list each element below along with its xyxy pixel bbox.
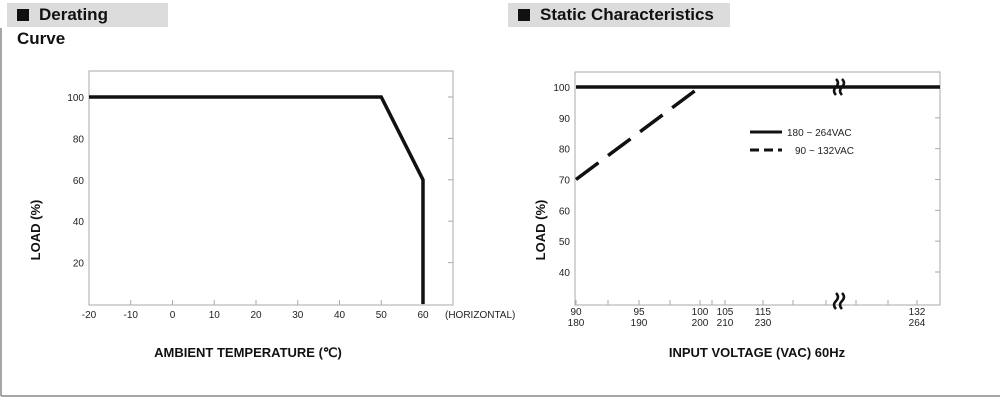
- y-tick-label: 20: [73, 259, 85, 270]
- x-tick-label-bottom: 230: [755, 318, 772, 329]
- axis-break-icon: [832, 292, 846, 310]
- x-tick-label-top: 95: [633, 307, 645, 318]
- x-tick-label: 0: [170, 310, 176, 321]
- derating-line: [89, 95, 425, 304]
- y-tick-label: 60: [559, 206, 571, 217]
- y-tick-label: 60: [73, 176, 85, 187]
- y-tick-label: 40: [73, 217, 85, 228]
- x-tick-label: 60: [417, 310, 429, 321]
- square-bullet-icon: [518, 9, 530, 21]
- x-tick-label-bottom: 190: [631, 318, 648, 329]
- x-tick-label: 20: [250, 310, 262, 321]
- plot-area: [574, 71, 941, 306]
- x-tick-label-top: 100: [692, 307, 709, 318]
- x-tick-label-top: 90: [570, 307, 582, 318]
- x-tick-label-top: 132: [909, 307, 926, 318]
- axis-break-icon: [832, 78, 846, 96]
- y-tick-label: 70: [559, 176, 571, 187]
- derating-curve-header: Derating Curve: [7, 3, 168, 48]
- y-tick-label: 80: [73, 134, 85, 145]
- x-tick-label: -10: [124, 310, 139, 321]
- y-tick-label: 90: [559, 114, 571, 125]
- x-tick-label: 30: [292, 310, 304, 321]
- static-chart: 9018095190100200105210115230132264405060…: [533, 71, 941, 360]
- x-tick-label-bottom: 180: [568, 318, 585, 329]
- x-tick-label: 40: [334, 310, 346, 321]
- x-axis-suffix: (HORIZONTAL): [445, 310, 515, 321]
- x-tick-label: -20: [82, 310, 97, 321]
- x-tick-label-top: 105: [717, 307, 734, 318]
- y-tick-label: 100: [67, 93, 84, 104]
- x-tick-label-top: 115: [755, 307, 771, 318]
- header-title: Derating Curve: [17, 5, 108, 48]
- legend-label: 180 ~ 264VAC: [787, 128, 852, 139]
- static-characteristics-header: Static Characteristics: [508, 3, 730, 27]
- x-tick-label-bottom: 200: [692, 318, 709, 329]
- x-tick-label-bottom: 210: [717, 318, 734, 329]
- x-tick-label: 10: [209, 310, 221, 321]
- x-axis-title: AMBIENT TEMPERATURE (℃): [154, 345, 342, 360]
- y-tick-label: 50: [559, 237, 571, 248]
- x-axis-title: INPUT VOLTAGE (VAC) 60Hz: [669, 345, 846, 360]
- square-bullet-icon: [17, 9, 29, 21]
- y-tick-label: 40: [559, 268, 571, 279]
- x-tick-label-bottom: 264: [909, 318, 926, 329]
- y-axis-title: LOAD (%): [28, 200, 43, 261]
- x-tick-label: 50: [376, 310, 388, 321]
- y-axis-title: LOAD (%): [533, 200, 548, 261]
- y-tick-label: 100: [553, 83, 570, 94]
- series-dashed-line: [574, 85, 702, 181]
- header-title: Static Characteristics: [540, 5, 714, 24]
- legend-label: 90 ~ 132VAC: [795, 146, 854, 157]
- plot-area: [88, 70, 454, 306]
- y-tick-label: 80: [559, 145, 571, 156]
- derating-chart: -20 -10 0 10 20 30 40 50 60 (HORIZONTAL) 20 40 60 80 1…: [28, 70, 515, 360]
